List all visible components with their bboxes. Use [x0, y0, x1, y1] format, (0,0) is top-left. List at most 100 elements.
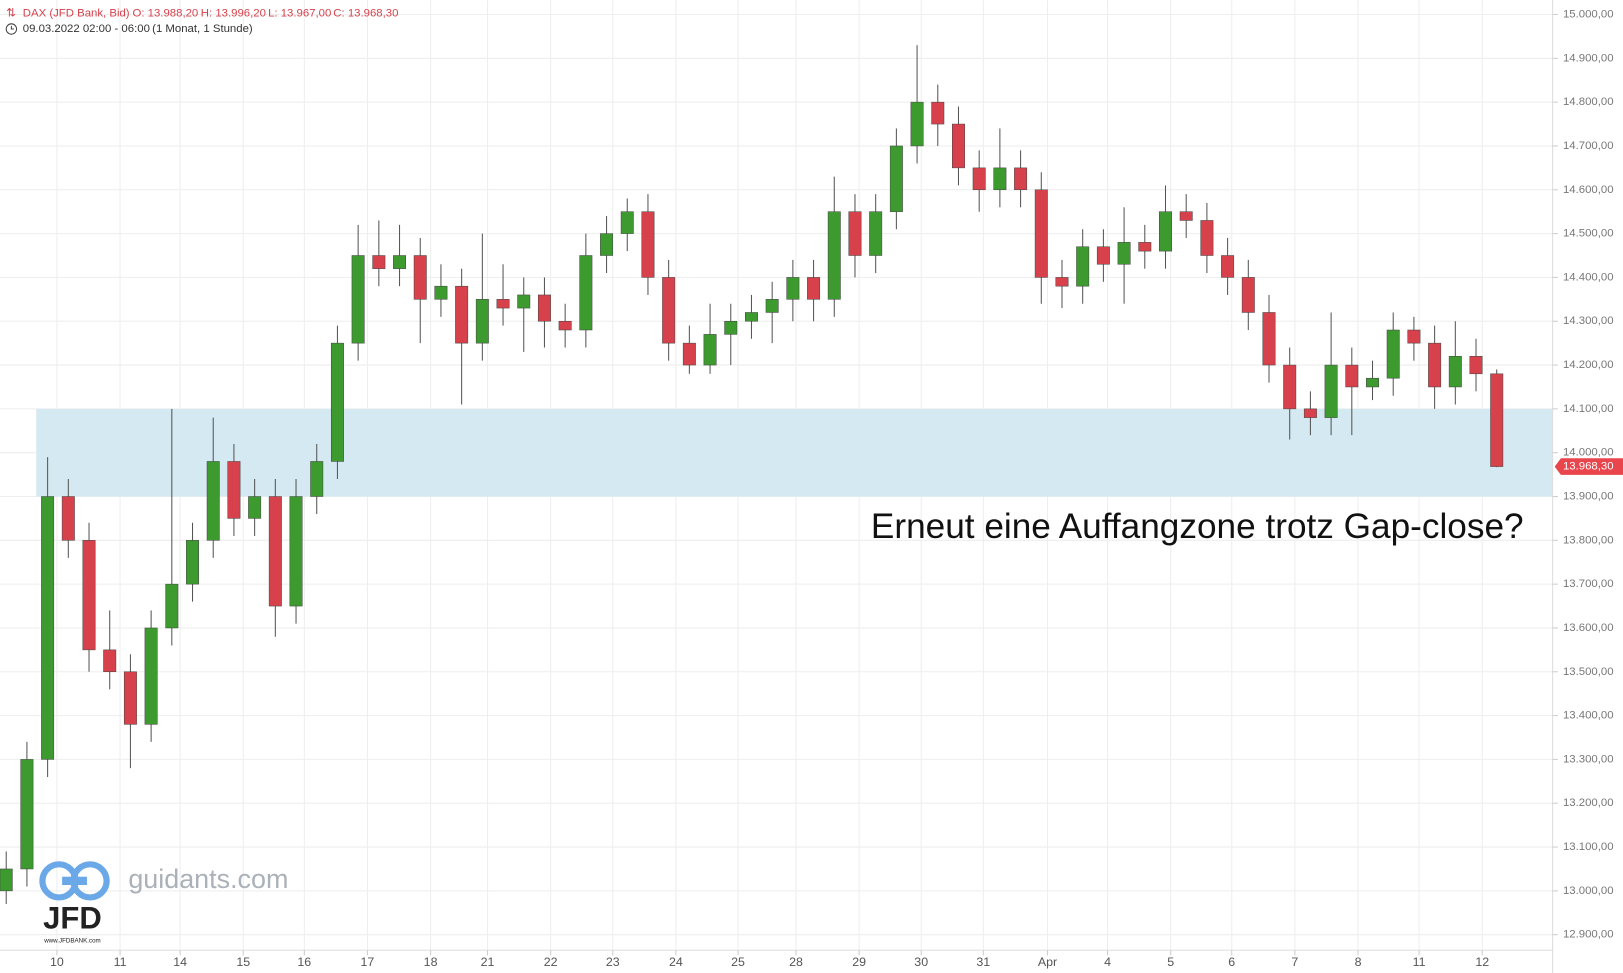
candle-body [620, 211, 634, 234]
candle-body [1179, 211, 1193, 221]
x-tick-label: 11 [114, 955, 127, 969]
y-tick-label: 14.300,00 [1563, 315, 1614, 327]
y-tick-label: 14.700,00 [1563, 140, 1614, 152]
candle-body [1014, 167, 1028, 191]
candle-body [1055, 277, 1069, 287]
candle-body [952, 123, 965, 169]
y-tick-label: 13.800,00 [1563, 534, 1614, 546]
y-tick-label: 13.500,00 [1563, 666, 1614, 678]
candle-body [1138, 242, 1152, 252]
x-tick-label: 30 [914, 955, 928, 969]
candle-body [724, 320, 738, 335]
x-tick-label: 4 [1104, 955, 1111, 969]
candle-body [1096, 246, 1110, 265]
instrument: DAX (JFD Bank, Bid) [23, 7, 130, 19]
x-tick-label: 17 [361, 955, 375, 969]
candle-body [662, 277, 676, 344]
y-tick-label: 14.100,00 [1563, 403, 1614, 415]
candle-body [248, 496, 262, 519]
candle-body [558, 320, 572, 331]
candle-body [186, 540, 199, 585]
annotation: Erneut eine Auffangzone trotz Gap-close? [871, 507, 1524, 546]
candle-body [889, 145, 903, 212]
logo-url: www.JFDBANK.com [43, 938, 101, 945]
y-tick-label: 13.200,00 [1563, 797, 1614, 809]
zone-layer [36, 408, 1553, 497]
candle-body [910, 101, 924, 147]
candle-body [0, 868, 13, 892]
candle-body [1159, 211, 1172, 252]
y-tick-label: 14.600,00 [1563, 184, 1614, 196]
interval: (1 Monat, 1 Stunde) [152, 23, 253, 35]
candle-body [807, 277, 821, 300]
x-tick-label: 28 [789, 955, 803, 969]
candle-body [1448, 356, 1462, 388]
candle-body [1386, 329, 1400, 379]
header-icon: ⇅ [6, 7, 16, 19]
period: 09.03.2022 02:00 - 06:00 [23, 23, 150, 35]
candle-body [61, 496, 75, 541]
x-tick-label: 8 [1355, 955, 1362, 969]
candle-body [268, 496, 282, 607]
candles [0, 45, 1504, 905]
last-price-marker [1554, 458, 1623, 475]
y-tick-label: 14.900,00 [1563, 52, 1614, 64]
close-label: C: 13.968,30 [333, 7, 398, 19]
y-tick-label: 13.300,00 [1563, 753, 1614, 765]
candle-body [351, 255, 365, 344]
candle-body [931, 101, 945, 125]
header: ⇅ DAX (JFD Bank, Bid) O: 13.988,20 H: 13… [5, 7, 398, 35]
y-tick-label: 15.000,00 [1563, 9, 1614, 21]
y-tick-label: 13.600,00 [1563, 622, 1614, 634]
candle-body [1490, 373, 1504, 467]
candle-body [1034, 189, 1048, 278]
logo: JFD www.JFDBANK.com guidants.com [39, 861, 288, 945]
candle-body [413, 255, 427, 300]
y-tick-label: 14.500,00 [1563, 228, 1614, 240]
high-label: H: 13.996,20 [201, 7, 266, 19]
candle-body [1366, 377, 1379, 388]
candle-body [227, 461, 241, 519]
candle-body [641, 211, 655, 278]
x-tick-label: 18 [424, 955, 438, 969]
candle-body [1303, 408, 1317, 418]
candle-body [434, 285, 448, 300]
candle-body [82, 540, 96, 651]
candle-body [537, 294, 551, 322]
logo-text: JFD [43, 900, 102, 935]
x-tick-label: 24 [669, 955, 683, 969]
candle-body [165, 583, 179, 629]
x-tick-label: 22 [544, 955, 558, 969]
y-tick-label: 14.200,00 [1563, 359, 1614, 371]
candle-body [993, 167, 1007, 191]
axes: 15.000,00 14.900,00 14.800,00 14.700,00 14.6… [50, 9, 1623, 969]
candle-body [1076, 246, 1090, 287]
candle-body [682, 342, 696, 366]
x-tick-label: 11 [1413, 955, 1426, 969]
candle-body [103, 649, 117, 673]
x-tick-label: 14 [173, 955, 187, 969]
candle-body [1324, 364, 1338, 418]
candle-body [455, 285, 469, 344]
low-label: L: 13.967,00 [268, 7, 331, 19]
candle-body [1117, 242, 1131, 265]
candle-body [744, 312, 758, 322]
candle-body [206, 461, 220, 541]
watermark: guidants.com [128, 864, 288, 894]
candle-body [372, 255, 386, 269]
candle-body [289, 496, 303, 607]
zone [36, 408, 1553, 497]
x-tick-label: 5 [1167, 955, 1174, 969]
candle-body [475, 299, 489, 344]
open-label: O: 13.988,20 [132, 7, 198, 19]
x-tick-label: 29 [852, 955, 866, 969]
last-price-label: 13.968,30 [1563, 461, 1614, 473]
candle-body [517, 294, 531, 309]
candle-body [1241, 277, 1255, 313]
x-tick-label: 10 [50, 955, 64, 969]
y-tick-label: 13.700,00 [1563, 578, 1614, 590]
x-tick-label: 21 [481, 955, 495, 969]
x-tick-label: 16 [297, 955, 311, 969]
y-tick-label: 13.400,00 [1563, 710, 1614, 722]
